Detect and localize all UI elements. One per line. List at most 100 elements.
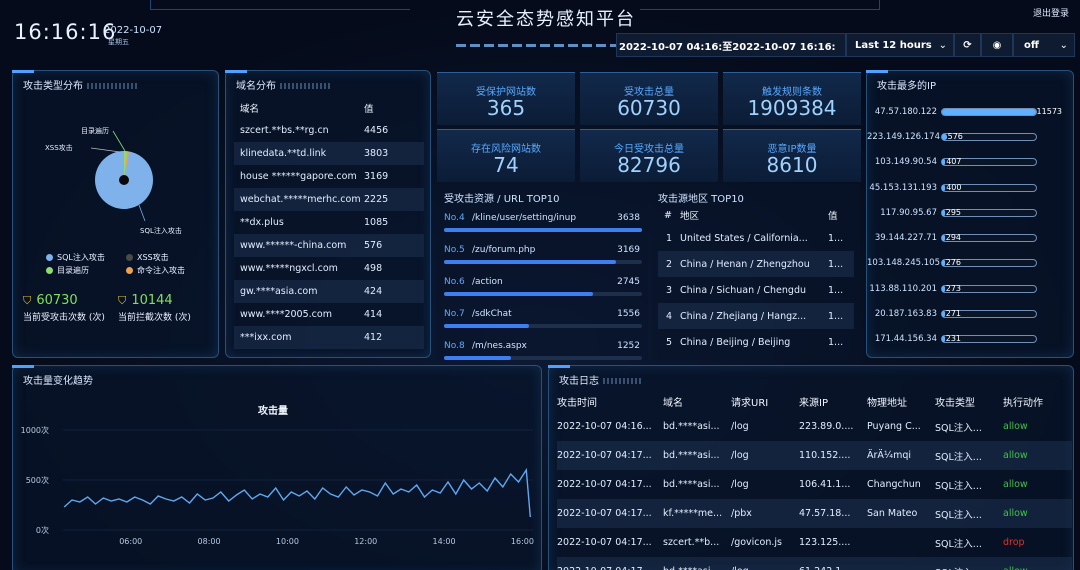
logout-link[interactable]: 退出登录 [1033,9,1070,19]
log-uri-cell: /log [731,421,749,432]
ip-row[interactable]: 117.90.95.67 295 [867,200,1075,225]
log-row[interactable]: 2022-10-07 04:17... bd.****asi... /log 110.… [557,441,1072,470]
legend-item-dir[interactable]: 目录遍历 [46,264,126,277]
shield-icon: ⛉ [23,294,32,307]
stat-card: 存在风险网站数 74 [437,129,575,182]
url-rank: No.6 [444,277,465,287]
value-cell: 424 [364,286,383,297]
attacks-stat: ⛉ 60730 当前受攻击次数 (次) [23,289,105,323]
ip-row[interactable]: 103.148.245.105 276 [867,251,1075,276]
ip-count: 273 [945,283,962,293]
log-ip-cell: 61.242.1... [799,557,867,570]
ip-bar-fill [942,260,945,267]
ip-count: 231 [945,334,962,344]
value-cell: 4456 [364,125,389,136]
ip-address: 223.149.126.174 [867,131,941,142]
ip-count: 294 [945,233,962,243]
ip-row[interactable]: 223.149.126.174 576 [867,124,1075,149]
current-blocked-value: 10144 [131,293,173,308]
view-button[interactable]: ◉ [981,33,1013,57]
log-row[interactable]: 2022-10-07 04:17...bd.****asi.../log61.2… [557,557,1072,570]
url-row[interactable]: No.5 /zu/forum.php 3169 [444,240,644,272]
log-addr-cell: Puyang C... [867,421,921,432]
pie-label-sql: SQL注入攻击 [140,226,182,235]
attack-log-panel: 攻击日志 攻击时间 域名 请求URI 来源IP 物理地址 攻击类型 执行动作 2022-10… [548,365,1074,570]
log-row[interactable]: 2022-10-07 04:16... bd.****asi... /log 223.… [557,412,1072,441]
value-cell: 1... [828,258,844,270]
log-ip-cell: 123.125.... [799,537,851,548]
log-action-cell: drop [1003,537,1025,548]
region-cell: United States / California... [680,232,808,244]
log-col-header: 执行动作 [1003,397,1043,409]
url-rank: No.5 [444,245,465,255]
ip-row[interactable]: 113.88.110.201 273 [867,276,1075,301]
ip-row[interactable]: 20.187.163.83 271 [867,301,1075,326]
domain-cell: www.*****ngxcl.com [240,263,338,274]
ip-bar-track: 273 [941,283,1037,293]
ip-row[interactable]: 47.57.180.122 11573 [867,99,1075,124]
refresh-button[interactable]: ⟳ [954,33,981,57]
value-cell: 1... [828,284,844,296]
series-line [63,467,531,518]
table-row: 1 United States / California... 1... [658,225,854,251]
log-ip-cell: 110.152.... [799,450,851,461]
url-row[interactable]: No.4 /kline/user/setting/inup 3638 [444,208,644,240]
log-type-cell: SQL注入... [935,557,1003,570]
time-range-text: 2022-10-07 04:16:至2022-10-07 16:16: [619,41,836,53]
auto-refresh-select[interactable]: off ⌄ [1013,33,1075,57]
log-addr-cell: San Mateo [867,508,918,519]
log-uri-cell: /log [731,450,749,461]
date: 2022-10-07 [104,25,163,36]
legend-item-cmd[interactable]: 命令注入攻击 [126,264,185,277]
col-domain: 域名 [240,104,260,115]
stat-card: 受保护网站数 365 [437,72,575,125]
url-row[interactable]: No.6 /action 2745 [444,272,644,304]
log-col-header: 物理地址 [867,397,907,409]
ip-address: 20.187.163.83 [874,309,937,320]
ip-row[interactable]: 39.144.227.71 294 [867,225,1075,250]
log-time-cell: 2022-10-07 04:17... [557,508,652,519]
log-domain-cell: szcert.**b... [663,537,720,548]
log-row[interactable]: 2022-10-07 04:17... bd.****asi... /log 106.… [557,470,1072,499]
ip-address: 117.90.95.67 [880,207,937,218]
time-range-picker[interactable]: 2022-10-07 04:16:至2022-10-07 16:16: [616,33,846,57]
current-attacks-value: 60730 [36,293,78,308]
table-row: house ******gapore.com 3169 [234,165,424,188]
url-bar-track [444,228,642,232]
y-tick-label: 0次 [36,525,49,535]
ip-count: 576 [947,131,963,141]
log-domain-cell: kf.*****me... [663,508,723,519]
url-row[interactable]: No.7 /sdkChat 1556 [444,304,644,336]
stat-label: 触发规则条数 [762,87,822,98]
log-time-cell: 2022-10-07 04:17... [557,557,663,570]
range-select[interactable]: Last 12 hours ⌄ [846,33,954,57]
url-bar-track [444,356,642,360]
stat-card: 今日受攻击总量 82796 [580,129,718,182]
table-row: klinedata.**td.link 3803 [234,142,424,165]
top-ip-panel: 攻击最多的IP 47.57.180.122 11573 223.149.126.… [866,70,1074,358]
log-row[interactable]: 2022-10-07 04:17... kf.*****me... /pbx 47.5… [557,499,1072,528]
x-tick-label: 14:00 [433,537,456,546]
domain-panel: 域名分布 域名 值 szcert.**bs.**rg.cn 4456 klinedat… [225,70,431,358]
col-region: 地区 [680,211,700,222]
top-right-frame-line [640,0,880,10]
blocked-stat: ⛉ 10144 当前拦截次数 (次) [118,289,191,323]
url-bar-fill [444,260,617,264]
ip-row[interactable]: 171.44.156.34 231 [867,327,1075,352]
legend-item-xss[interactable]: XSS攻击 [126,251,169,264]
url-bar-track [444,324,642,328]
log-addr-cell [867,557,935,570]
region-cell: China / Henan / Zhengzhou [680,258,810,270]
ip-address: 103.149.90.54 [874,157,937,168]
log-row[interactable]: 2022-10-07 04:17... szcert.**b... /govicon… [557,528,1072,557]
url-row[interactable]: No.8 /m/nes.aspx 1252 [444,336,644,368]
ip-bar-fill [942,311,945,318]
ip-row[interactable]: 103.149.90.54 407 [867,150,1075,175]
log-domain-cell: bd.****asi... [663,479,720,490]
log-col-header: 攻击时间 [557,397,597,409]
log-domain-cell: bd.****asi... [663,557,731,570]
table-row: **dx.plus 1085 [234,211,424,234]
ip-row[interactable]: 45.153.131.193 400 [867,175,1075,200]
log-type-cell: SQL注入... [935,538,982,550]
legend-item-sql[interactable]: SQL注入攻击 [46,251,126,264]
